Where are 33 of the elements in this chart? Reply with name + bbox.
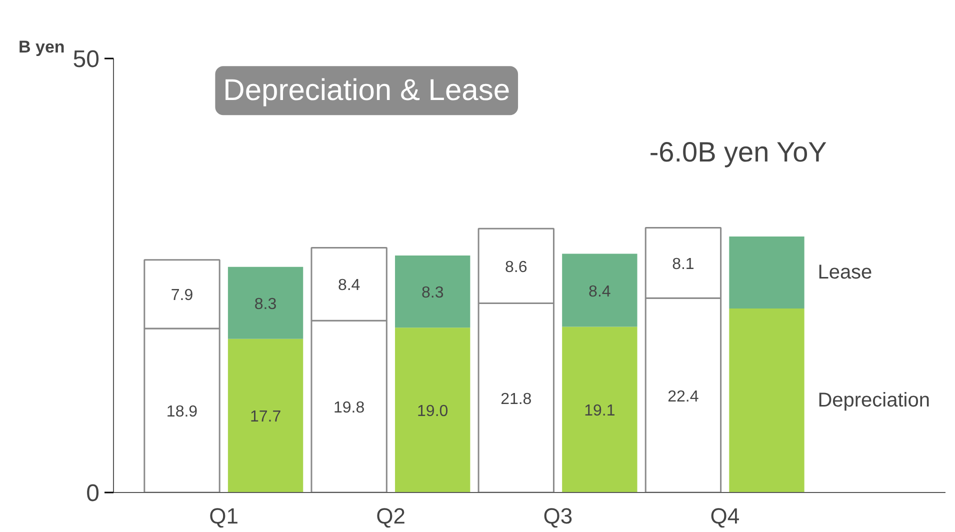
series-label: Lease — [818, 261, 872, 284]
bar — [228, 266, 304, 339]
data-label: 8.4 — [338, 277, 360, 294]
data-label: 19.0 — [417, 403, 448, 420]
data-label: 19.8 — [333, 400, 365, 417]
y-tick-label: 50 — [72, 46, 100, 73]
data-label: 8.4 — [588, 283, 611, 300]
series-label: Depreciation — [818, 389, 930, 412]
data-label: 22.4 — [668, 388, 699, 406]
data-label: 17.7 — [250, 408, 282, 426]
text: Depreciation & Lease — [223, 74, 510, 108]
bar — [729, 308, 804, 492]
bar — [562, 326, 638, 492]
x-tick-label: Q1 — [209, 504, 238, 528]
data-label: 21.8 — [500, 390, 532, 408]
data-label: 7.9 — [170, 287, 194, 304]
bar — [395, 256, 470, 328]
data-label: 19.1 — [584, 402, 616, 420]
x-tick-label: Q4 — [710, 504, 740, 528]
data-label: 8.1 — [672, 256, 694, 273]
x-tick-label: Q2 — [376, 504, 406, 528]
data-label: 8.3 — [421, 284, 444, 302]
annotation: -6.0B yen YoY — [649, 136, 828, 168]
y-axis-title: B yen — [18, 38, 65, 56]
bar — [395, 328, 470, 492]
x-tick-label: Q3 — [543, 504, 573, 528]
data-label: 8.6 — [505, 258, 528, 276]
y-tick-label: 0 — [86, 480, 100, 507]
data-label: 8.3 — [254, 296, 277, 313]
bar — [562, 254, 638, 327]
data-label: 18.9 — [166, 403, 198, 420]
bar — [729, 236, 804, 308]
bar — [228, 338, 304, 492]
